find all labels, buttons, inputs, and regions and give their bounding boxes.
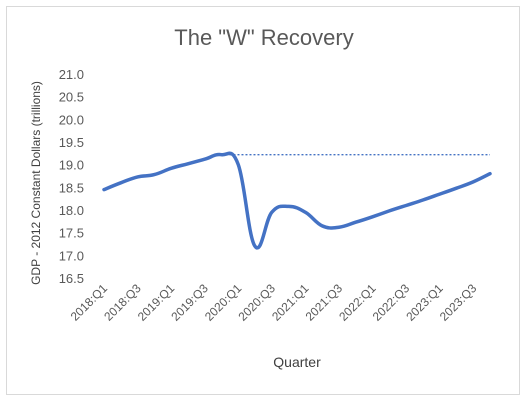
line-chart: The "W" Recovery 21.0 20.5 20.0 19.5 19.0 18.… <box>29 25 492 370</box>
y-tick-label: 20.5 <box>59 90 84 105</box>
y-tick-label: 21.0 <box>59 67 84 82</box>
x-axis: 2018:Q12018:Q32019:Q12019:Q32020:Q12020:… <box>68 281 480 324</box>
chart-title: The "W" Recovery <box>174 25 353 50</box>
y-axis-title: GDP - 2012 Constant Dollars (trillions) <box>29 81 43 285</box>
y-tick-label: 19.5 <box>59 135 84 150</box>
y-tick-label: 20.0 <box>59 112 84 127</box>
y-tick-label: 17.5 <box>59 226 84 241</box>
y-tick-label: 19.0 <box>59 158 84 173</box>
y-axis: 21.0 20.5 20.0 19.5 19.0 18.5 18.0 17.5 17.0 16.5 <box>59 67 84 286</box>
chart-frame: The "W" Recovery 21.0 20.5 20.0 19.5 19.0 18.… <box>6 6 520 395</box>
y-tick-label: 18.0 <box>59 203 84 218</box>
plot-area <box>102 151 492 250</box>
y-tick-label: 16.5 <box>59 271 84 286</box>
x-axis-title: Quarter <box>273 354 321 370</box>
y-tick-label: 18.5 <box>59 180 84 195</box>
x-tick-label: 2023:Q3 <box>437 281 480 324</box>
series-line <box>102 151 492 250</box>
y-tick-label: 17.0 <box>59 248 84 263</box>
